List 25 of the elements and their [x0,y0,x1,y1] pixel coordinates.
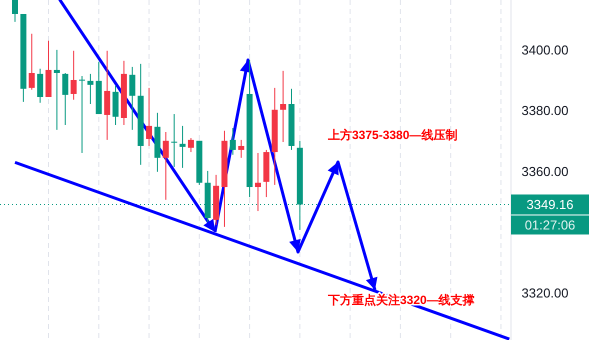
candlestick [171,114,178,168]
candlestick [129,66,136,130]
candlestick [146,87,152,146]
text: 01:27:06 [524,218,576,233]
candlestick [180,125,186,168]
ref-line-label: 3349.16 [526,197,574,212]
candlestick [162,131,169,200]
candlestick [37,68,44,104]
candlestick [87,73,94,105]
y-tick-label: 3400.00 [522,42,568,58]
candlestick [12,0,18,22]
candlestick [79,76,86,154]
candlestick [238,139,244,158]
candlestick [28,33,35,90]
candlestick [70,50,77,100]
candlestick [230,128,236,156]
candlestick [62,72,68,126]
candlestick [188,138,194,153]
candlestick [54,49,60,130]
candlestick [280,70,286,143]
y-tick-label: 3360.00 [522,164,568,180]
annotation: 上方3375-3380—线压制 [327,128,458,142]
y-tick-label: 3320.00 [522,286,568,301]
candlestick [254,152,261,212]
y-tick-label: 3380.00 [522,103,568,118]
